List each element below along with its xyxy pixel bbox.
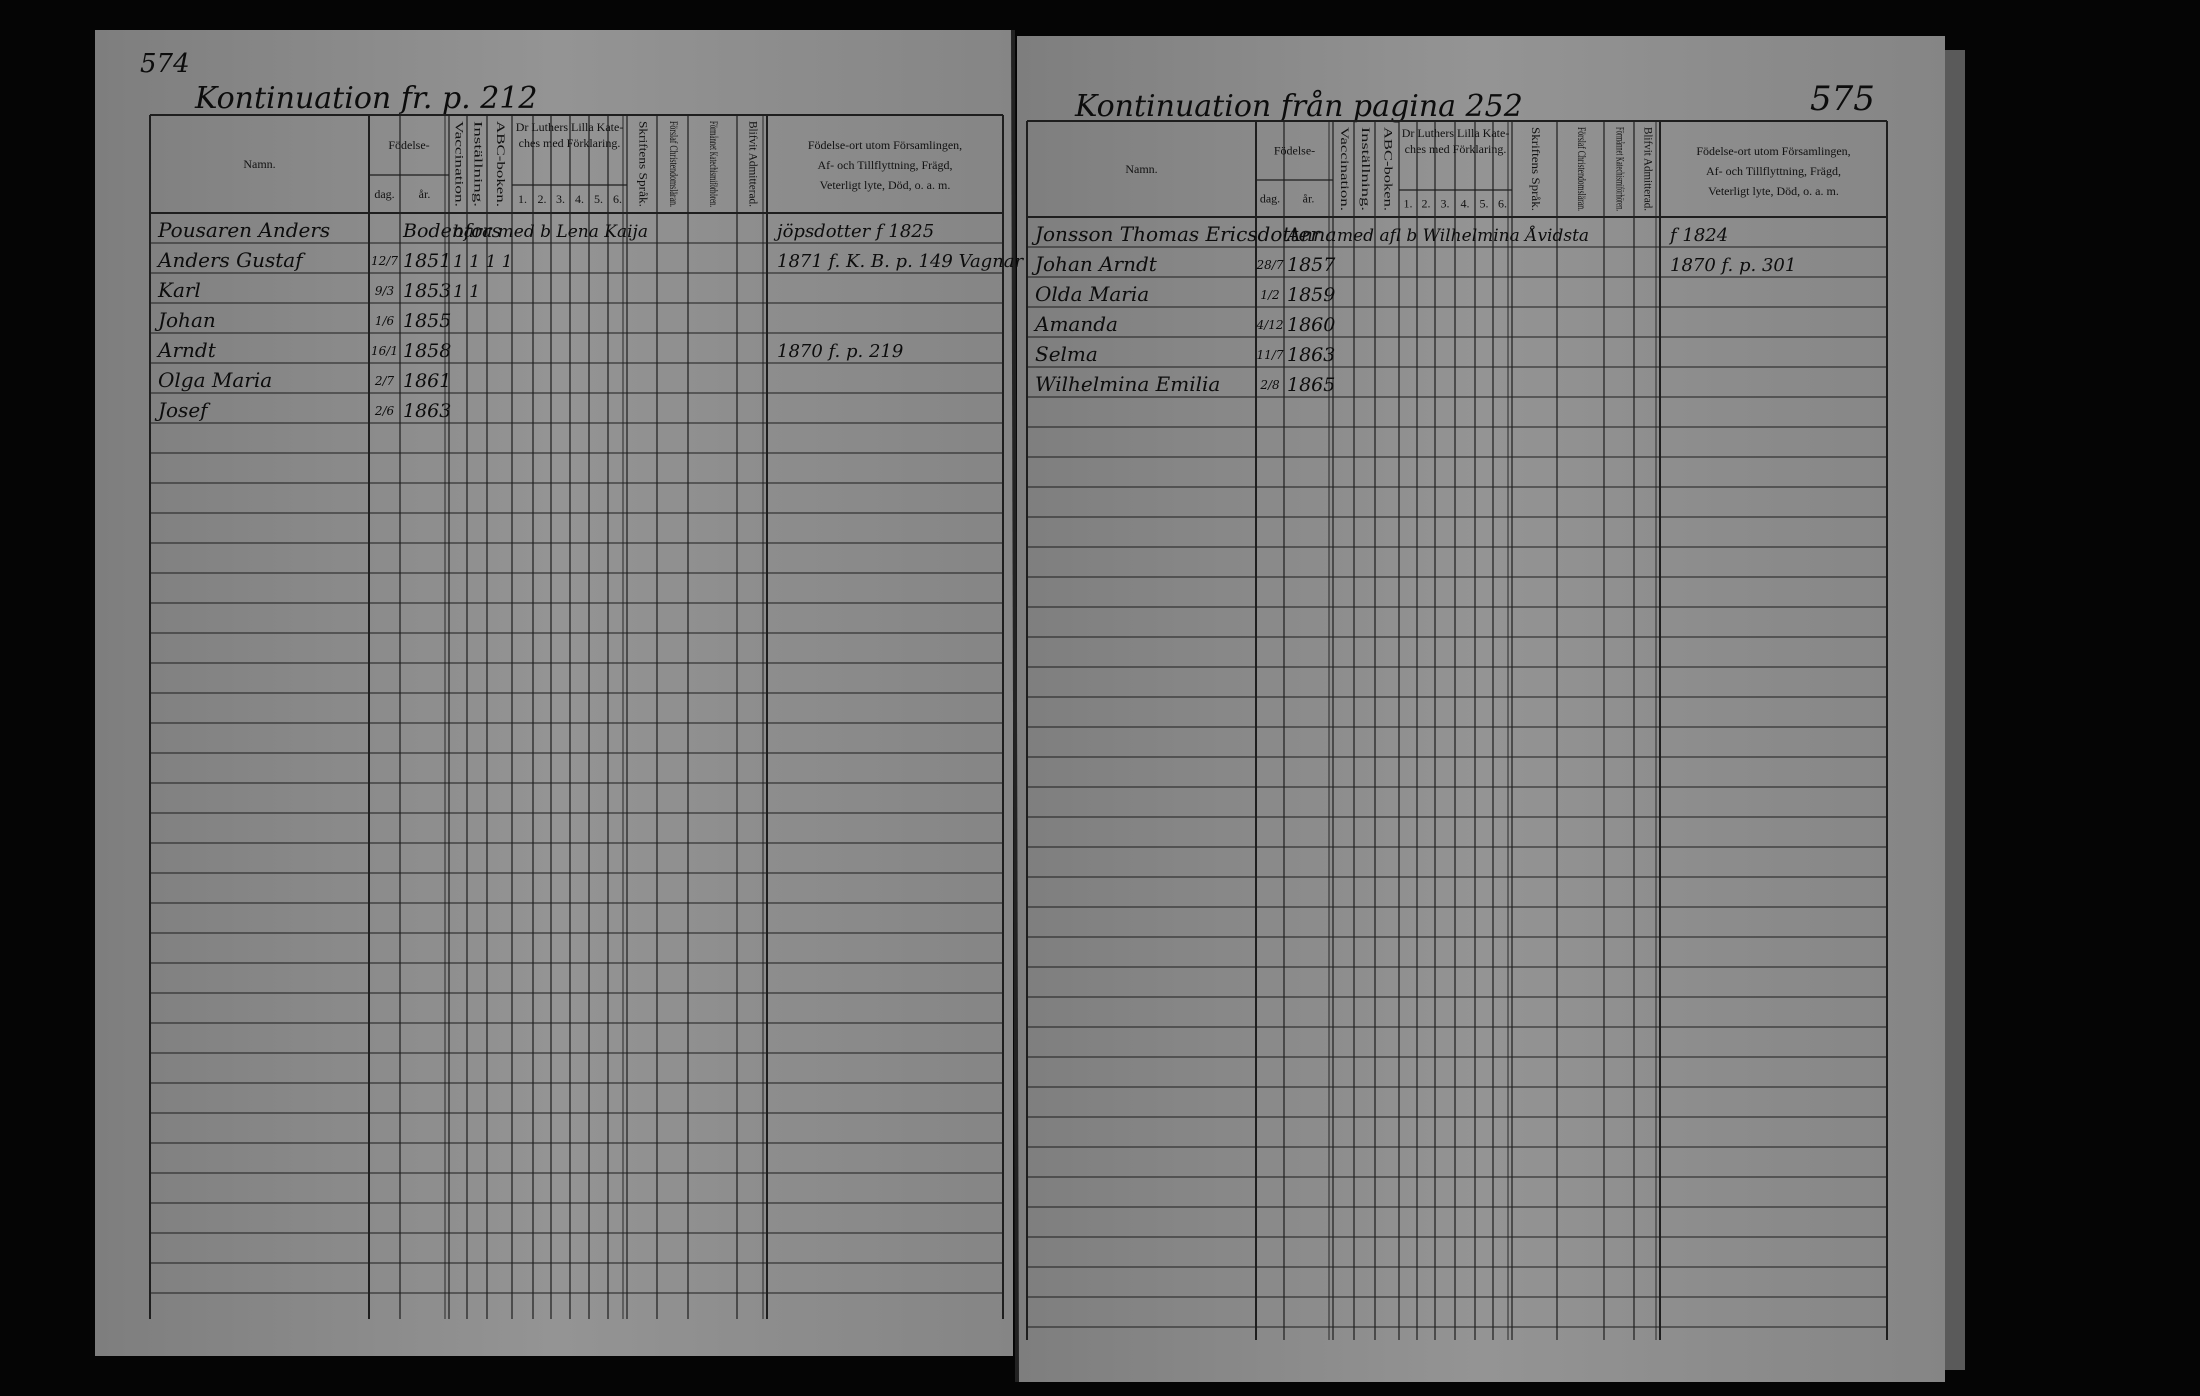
entry-day: 1/2	[1260, 288, 1279, 302]
entry-year: 1860	[1287, 314, 1335, 336]
column-header: Födelse-ort utom Församlingen,	[808, 138, 962, 152]
entry-name: Selma	[1035, 342, 1098, 366]
column-header: år.	[1303, 192, 1315, 206]
column-header: 4.	[1461, 197, 1470, 211]
column-header: Skriftens Språk.	[636, 121, 650, 207]
entry-day: 4/12	[1256, 318, 1284, 332]
column-header: 2.	[1422, 197, 1431, 211]
column-header: ches med Förklaring.	[519, 136, 621, 150]
column-header: 4.	[575, 192, 584, 206]
entry-name: Olga Maria	[158, 368, 272, 392]
page-heading: Kontinuation från pagina 252	[1074, 89, 1523, 124]
entry-name: Johan	[154, 308, 216, 332]
entry-name: Josef	[154, 398, 211, 422]
column-header: Födelse-ort utom Församlingen,	[1696, 144, 1850, 158]
page-heading: Kontinuation fr. p. 212	[194, 81, 538, 116]
entry-day: 9/3	[375, 284, 395, 298]
entry-day: 2/7	[374, 374, 395, 388]
page-number: 574	[140, 49, 190, 79]
column-header: Förslaf Christendomsläran.	[1575, 127, 1589, 211]
entry-marks: med afl b Wilhelmina Åvidsta	[1337, 225, 1589, 246]
column-header: 6.	[1498, 197, 1507, 211]
entry-year: 1851	[403, 250, 451, 272]
entry-name: Jonsson Thomas Ericsdotter	[1031, 222, 1321, 246]
column-header: dag.	[374, 187, 394, 201]
column-header: 3.	[556, 192, 565, 206]
entry-year: 1863	[403, 400, 451, 422]
entry-marks: 1 1 1 1	[453, 252, 512, 272]
entry-day: 1/6	[375, 314, 395, 328]
column-header: Vaccination.	[1338, 127, 1352, 211]
entry-name: Pousaren Anders	[157, 218, 330, 242]
column-header: Förmånnet Katechismiförhören.	[707, 121, 721, 207]
entry-year: 1855	[403, 310, 451, 332]
column-header: 2.	[538, 192, 547, 206]
entry-note: 1871 f. K. B. p. 149 Vagnar	[777, 251, 1025, 272]
entry-day: 28/7	[1256, 258, 1284, 272]
entry-year: 1857	[1287, 254, 1336, 276]
right-sheet	[1017, 36, 1945, 1382]
entry-day: 16/1	[371, 344, 398, 358]
column-header: dag.	[1260, 192, 1280, 206]
entry-name: Anders Gustaf	[156, 248, 306, 272]
entry-year: 1865	[1287, 374, 1335, 396]
page-number: 575	[1810, 79, 1875, 119]
entry-year: Bodenfors	[402, 220, 502, 242]
column-header: Inställning.	[471, 121, 485, 207]
column-header: Förslaf Christendomsläran.	[667, 121, 681, 207]
column-header: Födelse-	[388, 138, 429, 152]
column-header: Vaccination.	[452, 121, 466, 207]
column-header: Födelse-	[1274, 144, 1315, 158]
entry-note: jöpsdotter f 1825	[773, 221, 934, 242]
entry-name: Arndt	[156, 338, 217, 362]
page-edges	[1945, 50, 1965, 1370]
column-header: Dr Luthers Lilla Kate-	[516, 120, 624, 134]
column-header: Inställning.	[1359, 127, 1373, 211]
entry-name: Johan Arndt	[1031, 252, 1158, 276]
column-header: ches med Förklaring.	[1405, 142, 1507, 156]
entry-name: Amanda	[1033, 312, 1118, 336]
column-header: Veterligt lyte, Död, o. a. m.	[820, 178, 951, 192]
column-header: ABC-boken.	[1381, 127, 1395, 211]
entry-note: f 1824	[1668, 225, 1728, 246]
column-header: 1.	[518, 192, 527, 206]
entry-note: 1870 f. p. 301	[1670, 255, 1796, 276]
entry-name: Olda Maria	[1035, 282, 1149, 306]
column-header: Förmånnet Katechismiförhören.	[1613, 127, 1627, 211]
column-header: Blifvit Admitterad.	[746, 121, 760, 207]
column-header: år.	[419, 187, 431, 201]
column-header: Dr Luthers Lilla Kate-	[1402, 126, 1510, 140]
column-header: Af- och Tillflyttning, Frägd,	[817, 158, 952, 172]
entry-marks: bara med b Lena Kaija	[453, 222, 648, 242]
entry-name: Karl	[157, 278, 201, 302]
entry-day: 2/6	[374, 404, 395, 418]
column-header: Af- och Tillflyttning, Frägd,	[1706, 164, 1841, 178]
column-header: 1.	[1404, 197, 1413, 211]
entry-year: Anna	[1285, 224, 1337, 246]
entry-year: 1858	[403, 340, 451, 362]
column-header: 5.	[594, 192, 603, 206]
entry-day: 12/7	[371, 254, 398, 268]
column-header: 3.	[1441, 197, 1450, 211]
column-header: Veterligt lyte, Död, o. a. m.	[1708, 184, 1839, 198]
entry-year: 1861	[403, 370, 451, 392]
entry-marks: 1 1	[453, 282, 480, 302]
column-header: Namn.	[1125, 162, 1157, 176]
entry-year: 1863	[1287, 344, 1335, 366]
entry-day: 2/8	[1259, 378, 1280, 392]
entry-note: 1870 f. p. 219	[777, 341, 903, 362]
entry-year: 1859	[1287, 284, 1335, 306]
entry-day: 11/7	[1257, 348, 1284, 362]
column-header: 6.	[613, 192, 622, 206]
entry-name: Wilhelmina Emilia	[1035, 372, 1220, 396]
entry-year: 1853	[403, 280, 451, 302]
column-header: Skriftens Språk.	[1529, 127, 1543, 211]
gutter	[1011, 29, 1019, 1383]
column-header: Namn.	[243, 157, 275, 171]
column-header: Blifvit Admitterad.	[1641, 127, 1655, 211]
column-header: ABC-boken.	[494, 121, 508, 207]
column-header: 5.	[1480, 197, 1489, 211]
